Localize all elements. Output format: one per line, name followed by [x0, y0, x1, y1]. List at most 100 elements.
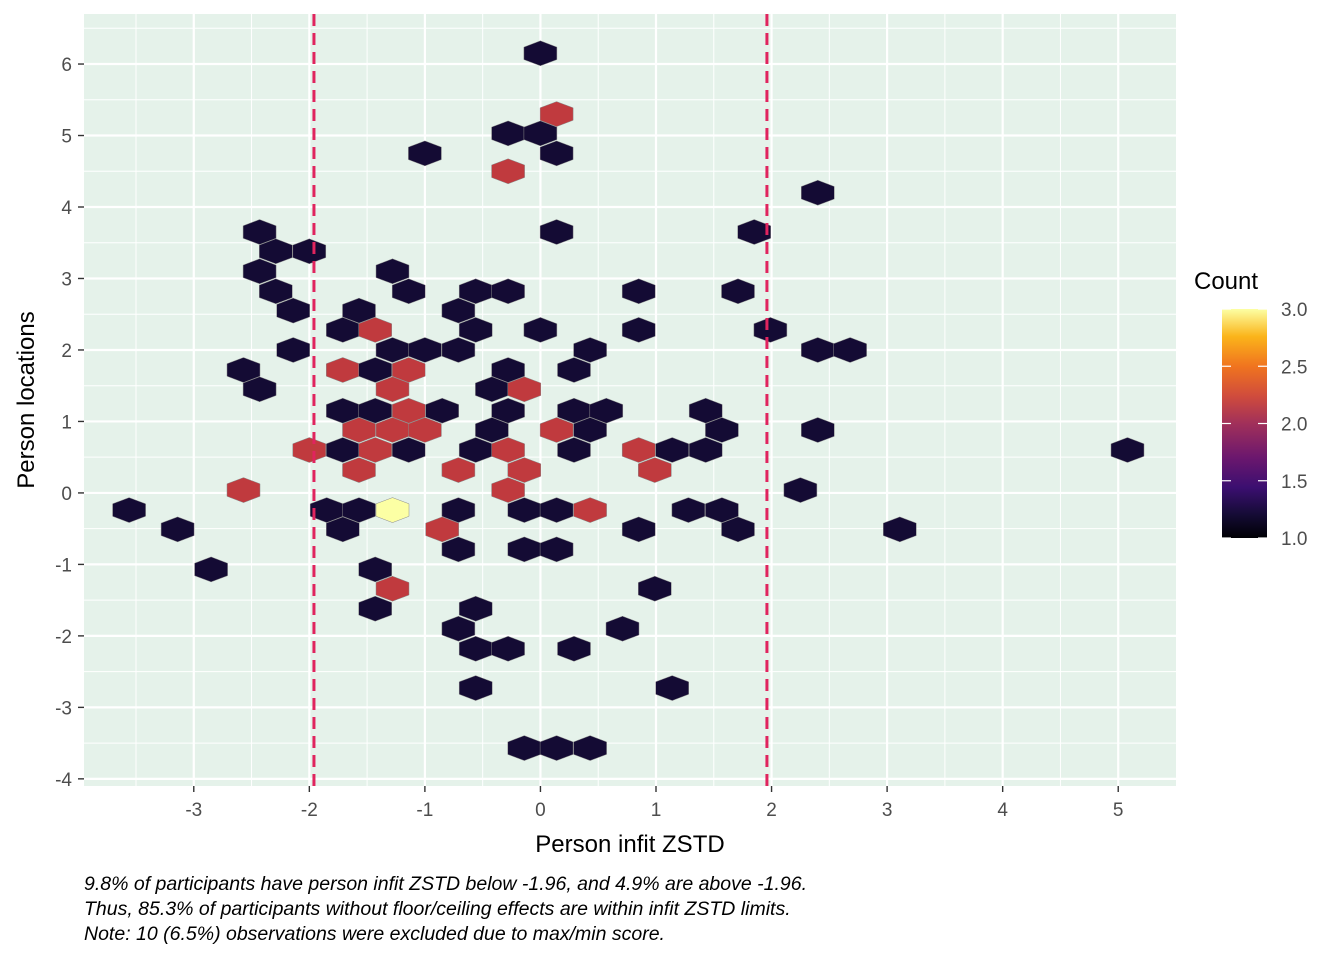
hexbin-cell [391, 278, 426, 305]
hexbin-cell [358, 595, 392, 622]
major-gridlines [84, 14, 1176, 786]
hexbin-cell [375, 575, 410, 602]
hexbin-cell [226, 477, 261, 503]
hexbin-cell [475, 417, 509, 443]
caption-line-2: Thus, 85.3% of participants without floo… [84, 898, 791, 920]
hexbin-cell [391, 437, 426, 463]
hexbin-cell [375, 497, 410, 523]
hexbin-cell [292, 238, 327, 265]
hexbin-cell [491, 437, 525, 463]
hexbin-cell [539, 536, 574, 563]
y-axis: -4 -3 -2 -1 0 1 2 3 4 5 6 [55, 55, 84, 791]
x-tick-label: -2 [301, 800, 318, 821]
hexbin-cell [655, 675, 689, 701]
hexbin-cell [539, 219, 574, 245]
hexbin-cell [507, 376, 542, 403]
hexbin-cell [801, 179, 835, 206]
y-tick-label: 1 [61, 412, 72, 433]
hexbin-cell [705, 497, 739, 523]
hexbin-cell [276, 337, 310, 363]
y-tick-label: -3 [55, 698, 72, 719]
count-legend: Count 3.0 2.5 2.0 1.5 1.0 [1194, 268, 1307, 550]
x-axis: -3 -2 -1 0 1 2 3 4 5 [185, 786, 1124, 821]
hexbin-cell [638, 575, 672, 602]
hexbin-cell [375, 376, 410, 403]
hexbin-cell [671, 497, 706, 523]
caption-line-1: 9.8% of participants have person infit Z… [84, 873, 807, 895]
y-tick-label: -4 [55, 770, 72, 791]
hexbin-cell [557, 636, 591, 662]
hexbin-cell [441, 536, 476, 563]
hexbin-cell [458, 675, 493, 701]
hexbin-cell [358, 437, 392, 463]
hexbin-cell [539, 417, 574, 443]
hexbin-cell [358, 357, 392, 383]
hexbin-cell [883, 516, 917, 543]
hexbin-cell [194, 556, 228, 583]
hexbin-cell [408, 417, 442, 443]
x-axis-title: Person infit ZSTD [535, 831, 724, 858]
hexbin-cell [491, 477, 525, 503]
hexbin-cell [491, 278, 525, 305]
hexbin-cell [833, 337, 867, 363]
hexbin-cell [259, 278, 293, 305]
hexbin-cell [491, 158, 525, 185]
hexbin-cell [638, 457, 672, 483]
hexbin-cell [721, 516, 755, 543]
x-tick-label: 2 [766, 800, 777, 821]
legend-title: Count [1194, 268, 1258, 295]
hexbin-cell [292, 437, 327, 463]
hexbin-cell [242, 376, 277, 403]
hexbin-cell [621, 516, 656, 543]
hexbin-cell [408, 337, 442, 363]
hexbin-cell [391, 357, 426, 383]
hexbin-cell [621, 437, 656, 463]
hexbin-cell [441, 615, 476, 642]
hexbin-cell [342, 417, 376, 443]
hexbin-cell [358, 317, 392, 343]
hexagon-layer [112, 40, 1145, 761]
hexbin-cell [342, 297, 376, 324]
x-tick-label: -3 [185, 800, 202, 821]
hexbin-cell [753, 317, 788, 343]
hexbin-cell [242, 219, 277, 245]
hexbin-cell [523, 317, 558, 343]
hexbin-cell [523, 40, 558, 67]
hexbin-cell [242, 258, 277, 285]
hexbin-cell [441, 297, 476, 324]
hexbin-cell [605, 615, 640, 642]
legend-tick-label: 1.5 [1281, 472, 1307, 493]
hexbin-cell [458, 317, 493, 343]
y-tick-label: -2 [55, 627, 72, 648]
legend-tick-label: 3.0 [1281, 300, 1307, 321]
hexbin-cell [160, 516, 195, 543]
hexbin-cell [621, 317, 656, 343]
hexbin-cell [705, 417, 739, 443]
hexbin-cell [358, 556, 392, 583]
hexbin-cell [539, 735, 574, 761]
x-tick-label: 0 [535, 800, 546, 821]
x-tick-label: 4 [997, 800, 1008, 821]
x-tick-label: 3 [882, 800, 893, 821]
hexbin-cell [557, 437, 591, 463]
caption-line-3: Note: 10 (6.5%) observations were exclud… [84, 923, 665, 945]
hexbin-cell [737, 219, 771, 245]
legend-ticks: 3.0 2.5 2.0 1.5 1.0 [1222, 300, 1307, 550]
hexbin-cell [425, 397, 459, 424]
hexbin-cell [507, 457, 542, 483]
y-tick-label: 4 [61, 198, 72, 219]
chart-caption: 9.8% of participants have person infit Z… [84, 872, 1184, 947]
hexbin-cell [226, 357, 261, 383]
y-axis-title: Person locations [13, 311, 40, 488]
hexbin-cell [573, 337, 607, 363]
hexbin-cell [342, 457, 376, 483]
y-tick-label: 3 [61, 269, 72, 290]
hexbin-cell [375, 258, 410, 285]
hexbin-cell [491, 397, 525, 424]
hexbin-cell [326, 516, 360, 543]
hexbin-cell [655, 437, 689, 463]
hexbin-cell [112, 497, 146, 523]
hexbin-cell [259, 238, 293, 265]
hexbin-cell [425, 516, 459, 543]
